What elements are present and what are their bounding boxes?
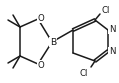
Text: O: O xyxy=(38,14,44,22)
Text: N: N xyxy=(109,47,115,57)
Text: N: N xyxy=(109,24,115,34)
Text: Cl: Cl xyxy=(102,5,110,15)
Text: B: B xyxy=(50,38,56,46)
Text: O: O xyxy=(38,61,44,69)
Text: Cl: Cl xyxy=(80,69,88,79)
